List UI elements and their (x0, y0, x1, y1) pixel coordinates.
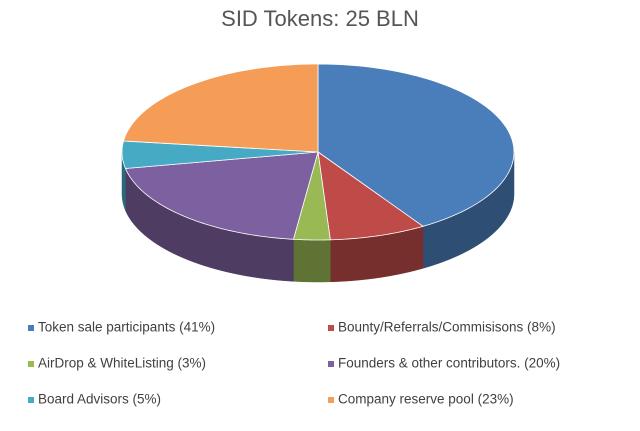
legend-label: Company reserve pool (23%) (338, 392, 514, 407)
pie-slice (317, 63, 515, 227)
pie-slice (121, 140, 319, 169)
legend-label: Bounty/Referrals/Commisisons (8%) (338, 320, 556, 335)
legend-label: Board Advisors (5%) (38, 392, 161, 407)
pie-side (293, 239, 331, 283)
legend-swatch (328, 361, 334, 367)
legend-label: AirDrop & WhiteListing (3%) (38, 356, 206, 371)
pie-slice (124, 151, 319, 240)
legend-label: Token sale participants (41%) (38, 320, 215, 335)
pie-slice (317, 151, 424, 241)
chart-title: SID Tokens: 25 BLN (221, 6, 419, 31)
legend-swatch (328, 325, 334, 331)
legend-swatch (28, 361, 34, 367)
pie-slice (292, 151, 331, 241)
legend-swatch (328, 397, 334, 403)
pie-slice (123, 63, 319, 153)
legend-swatch (28, 397, 34, 403)
legend-label: Founders & other contributors. (20%) (338, 356, 560, 371)
legend-swatch (28, 325, 34, 331)
